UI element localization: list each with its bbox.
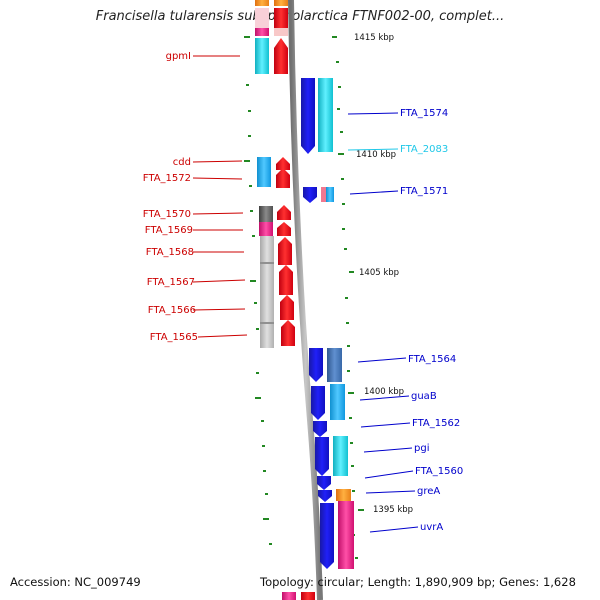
- scale-label-1415: 1415 kbp: [354, 33, 394, 43]
- gene-label-guaB[interactable]: guaB: [411, 391, 437, 402]
- gene-label-fta-2083[interactable]: FTA_2083: [400, 144, 448, 155]
- gene-label-gpmI[interactable]: gpmI: [166, 51, 191, 62]
- left-gene-labels: gpmI cdd FTA_1572 FTA_1570 FTA_1569 FTA_…: [143, 51, 198, 343]
- tick-marks: [244, 36, 364, 559]
- gene-label-fta-1569[interactable]: FTA_1569: [145, 225, 193, 236]
- accession-text: Accession: NC_009749: [10, 575, 141, 589]
- gene-label-fta-1567[interactable]: FTA_1567: [147, 277, 195, 288]
- chromosome-backbone: [288, 0, 323, 600]
- scale-label-1400: 1400 kbp: [364, 387, 404, 397]
- gene-label-greA[interactable]: greA: [417, 486, 440, 497]
- gene-label-fta-1560[interactable]: FTA_1560: [415, 466, 463, 477]
- gene-label-fta-1562[interactable]: FTA_1562: [412, 418, 460, 429]
- scale-label-1405: 1405 kbp: [359, 268, 399, 278]
- gene-label-fta-1574[interactable]: FTA_1574: [400, 108, 448, 119]
- right-strand-genes: [301, 78, 354, 569]
- gene-label-fta-1565[interactable]: FTA_1565: [150, 332, 198, 343]
- leader-lines: [192, 55, 419, 533]
- right-gene-labels: FTA_1574 FTA_2083 FTA_1571 FTA_1564 guaB…: [400, 108, 463, 533]
- left-strand-genes: [255, 0, 315, 600]
- gene-label-uvrA[interactable]: uvrA: [420, 522, 443, 533]
- gene-label-fta-1568[interactable]: FTA_1568: [146, 247, 194, 258]
- gene-label-fta-1570[interactable]: FTA_1570: [143, 209, 191, 220]
- gene-label-fta-1566[interactable]: FTA_1566: [148, 305, 196, 316]
- gene-label-cdd[interactable]: cdd: [173, 157, 191, 168]
- gene-label-pgi[interactable]: pgi: [414, 443, 429, 454]
- gene-label-fta-1571[interactable]: FTA_1571: [400, 186, 448, 197]
- scale-label-1395: 1395 kbp: [373, 505, 413, 515]
- scale-label-1410: 1410 kbp: [356, 150, 396, 160]
- genome-summary-text: Topology: circular; Length: 1,890,909 bp…: [260, 575, 576, 589]
- gene-label-fta-1564[interactable]: FTA_1564: [408, 354, 456, 365]
- map-title: Francisella tularensis subsp. holarctica…: [95, 9, 505, 24]
- gene-label-fta-1572[interactable]: FTA_1572: [143, 173, 191, 184]
